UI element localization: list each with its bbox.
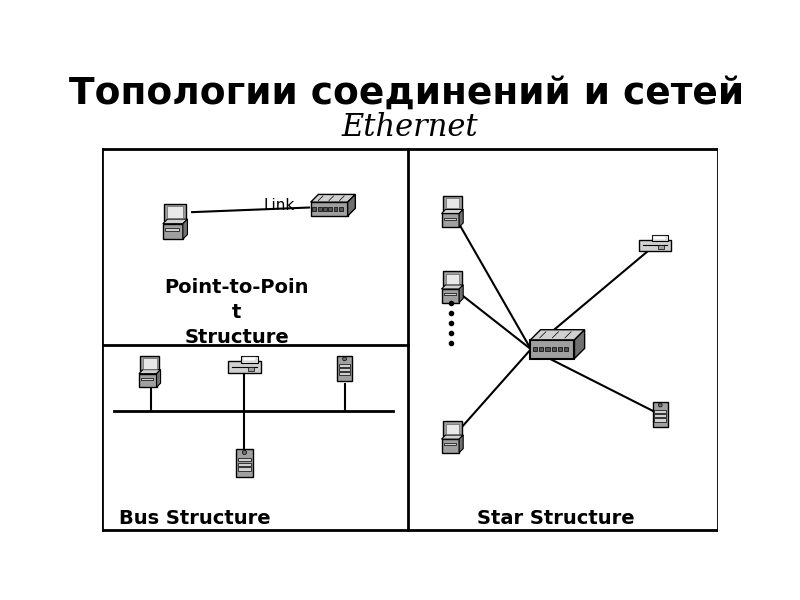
FancyBboxPatch shape <box>143 358 157 368</box>
Polygon shape <box>139 370 161 374</box>
FancyBboxPatch shape <box>658 245 664 249</box>
FancyBboxPatch shape <box>443 293 456 295</box>
FancyBboxPatch shape <box>639 239 670 251</box>
Text: Point-to-Poin
t
Structure: Point-to-Poin t Structure <box>165 278 309 347</box>
Polygon shape <box>442 209 463 214</box>
FancyBboxPatch shape <box>167 206 183 218</box>
Polygon shape <box>459 209 463 227</box>
FancyBboxPatch shape <box>654 418 666 422</box>
FancyBboxPatch shape <box>238 458 251 461</box>
FancyBboxPatch shape <box>338 364 350 367</box>
FancyBboxPatch shape <box>339 207 342 211</box>
Text: Bus Structure: Bus Structure <box>118 509 270 527</box>
FancyBboxPatch shape <box>323 207 327 211</box>
Polygon shape <box>163 219 187 224</box>
FancyBboxPatch shape <box>338 368 350 371</box>
FancyBboxPatch shape <box>165 229 179 230</box>
FancyBboxPatch shape <box>238 467 251 471</box>
FancyBboxPatch shape <box>654 410 666 413</box>
Text: Star Structure: Star Structure <box>478 509 635 527</box>
FancyBboxPatch shape <box>546 347 550 352</box>
Polygon shape <box>530 330 585 340</box>
FancyBboxPatch shape <box>442 214 459 227</box>
Circle shape <box>242 450 246 455</box>
Polygon shape <box>459 285 463 302</box>
FancyBboxPatch shape <box>140 356 159 371</box>
FancyBboxPatch shape <box>163 224 183 239</box>
Polygon shape <box>310 194 355 202</box>
FancyBboxPatch shape <box>446 424 459 434</box>
FancyBboxPatch shape <box>148 370 152 374</box>
FancyBboxPatch shape <box>446 198 459 208</box>
FancyBboxPatch shape <box>227 361 262 373</box>
FancyBboxPatch shape <box>318 207 322 211</box>
Text: Топологии соединений и сетей: Топологии соединений и сетей <box>69 76 744 112</box>
FancyBboxPatch shape <box>539 347 543 352</box>
FancyBboxPatch shape <box>238 463 251 466</box>
FancyBboxPatch shape <box>328 207 332 211</box>
FancyBboxPatch shape <box>139 374 157 387</box>
Circle shape <box>658 403 662 407</box>
FancyBboxPatch shape <box>443 443 456 445</box>
Polygon shape <box>157 370 161 387</box>
FancyBboxPatch shape <box>443 421 462 436</box>
FancyBboxPatch shape <box>442 289 459 302</box>
FancyBboxPatch shape <box>442 439 459 452</box>
Text: Ethernet: Ethernet <box>342 112 478 143</box>
FancyBboxPatch shape <box>443 196 462 211</box>
FancyBboxPatch shape <box>443 218 456 220</box>
FancyBboxPatch shape <box>310 202 348 216</box>
Polygon shape <box>348 194 355 216</box>
Circle shape <box>342 357 346 361</box>
FancyBboxPatch shape <box>236 449 253 478</box>
FancyBboxPatch shape <box>558 347 562 352</box>
FancyBboxPatch shape <box>450 436 454 440</box>
Bar <box>102 72 718 149</box>
FancyBboxPatch shape <box>248 367 254 371</box>
Polygon shape <box>459 435 463 452</box>
FancyBboxPatch shape <box>443 271 462 286</box>
FancyBboxPatch shape <box>242 356 258 363</box>
Polygon shape <box>574 330 585 359</box>
FancyBboxPatch shape <box>654 236 666 240</box>
Polygon shape <box>442 435 463 439</box>
FancyBboxPatch shape <box>313 207 316 211</box>
Polygon shape <box>442 285 463 289</box>
FancyBboxPatch shape <box>530 340 574 359</box>
FancyBboxPatch shape <box>533 347 537 352</box>
FancyBboxPatch shape <box>450 286 454 290</box>
FancyBboxPatch shape <box>446 274 459 284</box>
FancyBboxPatch shape <box>564 347 569 352</box>
FancyBboxPatch shape <box>652 235 668 241</box>
Text: Link: Link <box>263 197 294 212</box>
FancyBboxPatch shape <box>450 210 454 214</box>
Polygon shape <box>183 219 187 239</box>
FancyBboxPatch shape <box>338 372 350 376</box>
FancyBboxPatch shape <box>141 378 154 380</box>
FancyBboxPatch shape <box>653 402 668 427</box>
FancyBboxPatch shape <box>334 207 338 211</box>
FancyBboxPatch shape <box>654 414 666 418</box>
FancyBboxPatch shape <box>173 220 178 224</box>
FancyBboxPatch shape <box>337 356 352 381</box>
FancyBboxPatch shape <box>164 203 186 221</box>
FancyBboxPatch shape <box>551 347 556 352</box>
FancyBboxPatch shape <box>242 358 256 361</box>
